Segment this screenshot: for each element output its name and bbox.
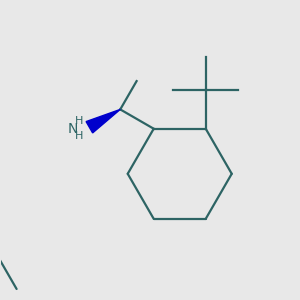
Text: H: H [75,116,84,126]
Text: N: N [68,122,78,136]
Text: H: H [75,131,84,141]
Polygon shape [86,110,120,133]
